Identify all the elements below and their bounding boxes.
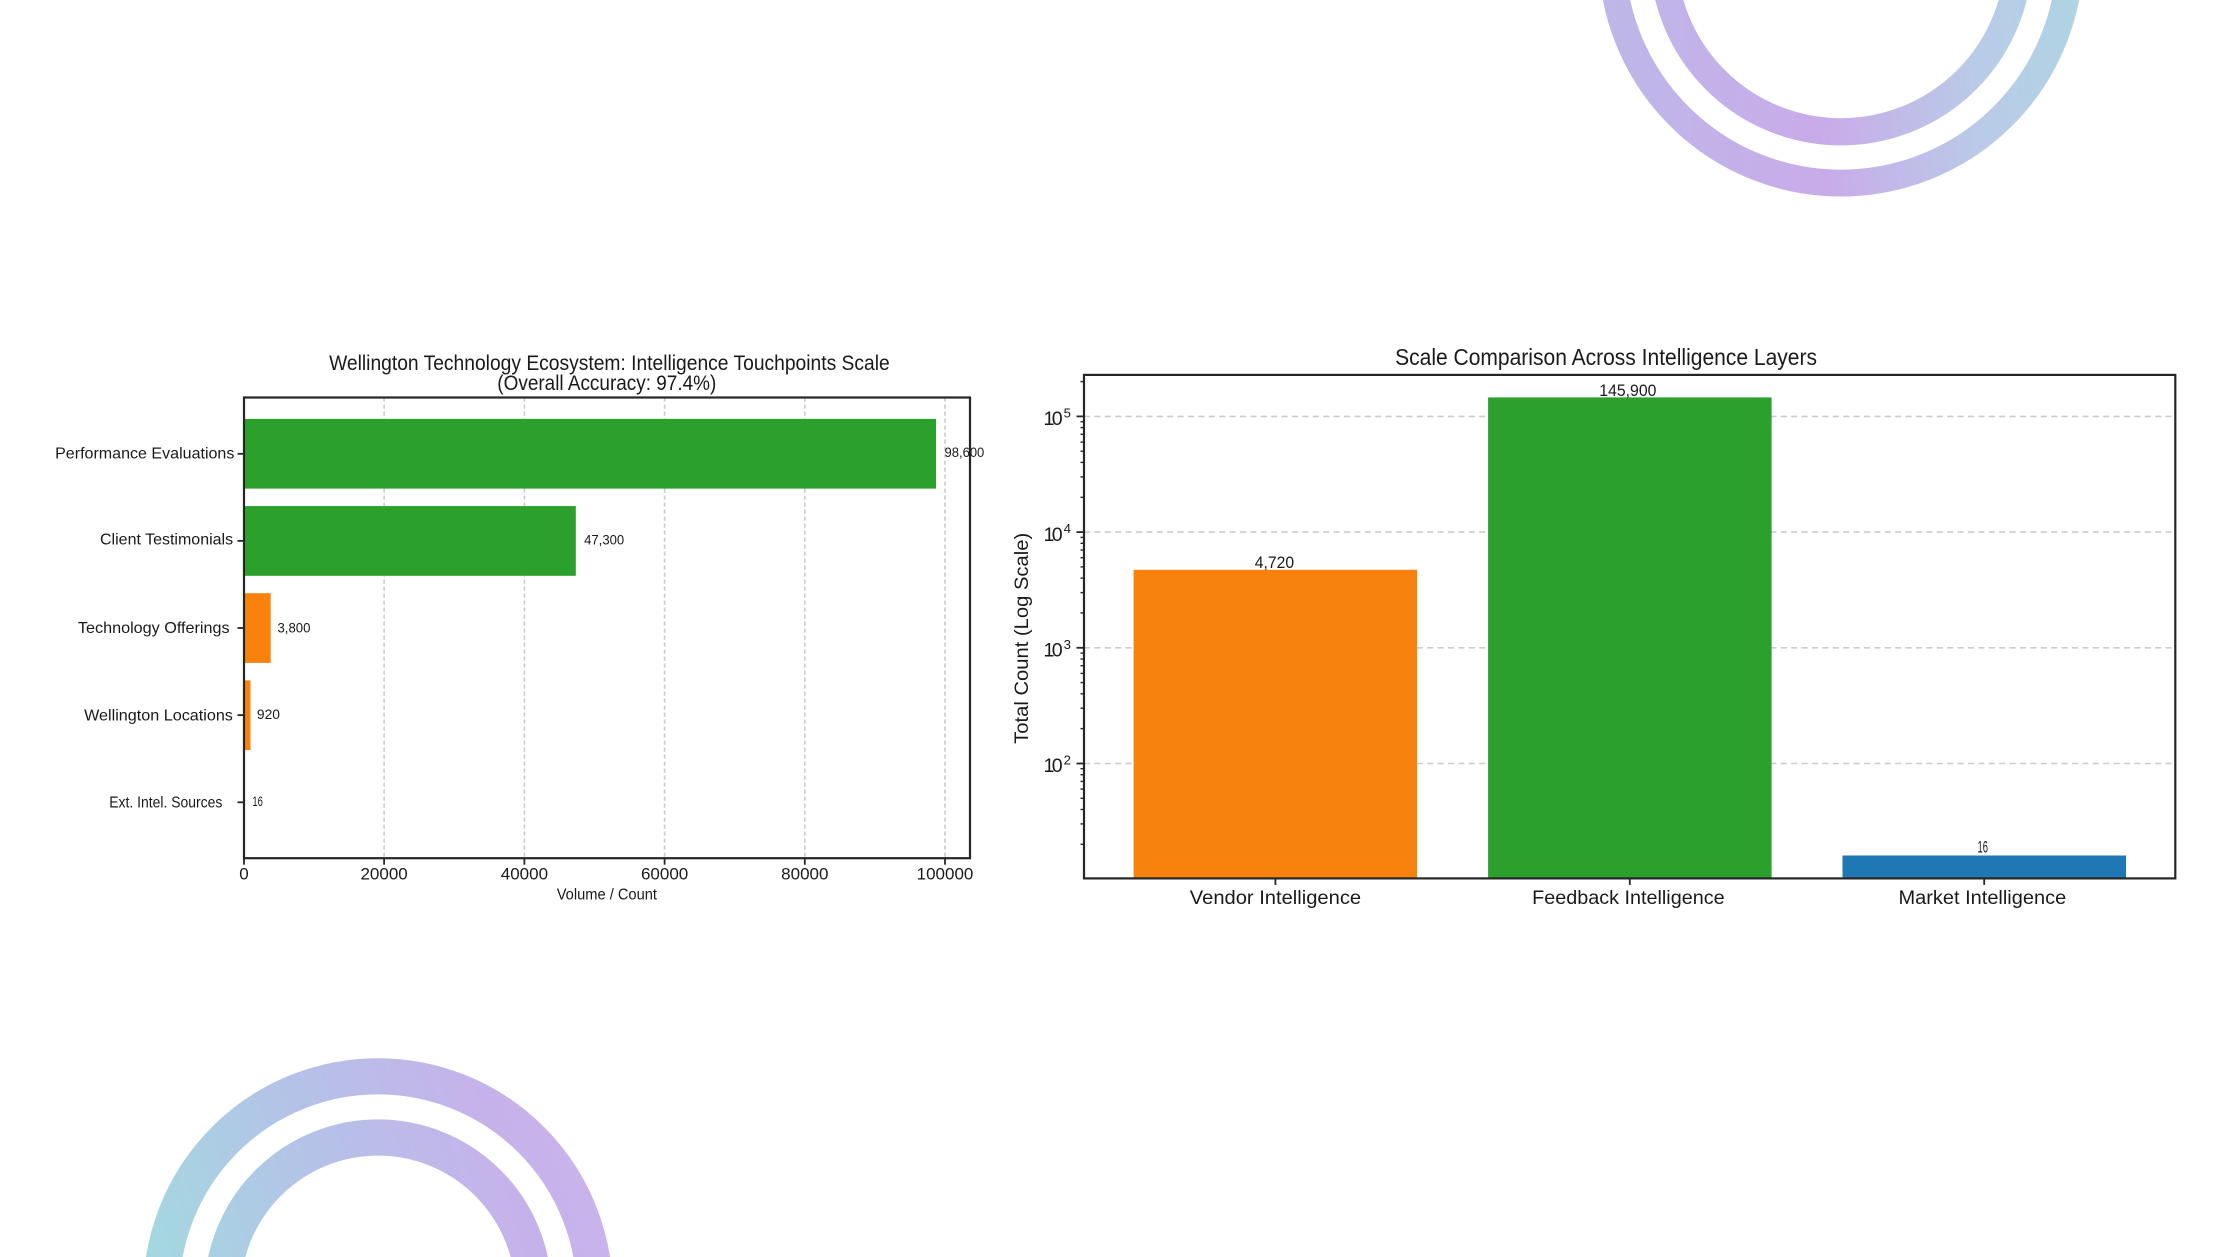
svg-text:3: 3 xyxy=(1064,637,1071,652)
svg-text:Feedback Intelligence: Feedback Intelligence xyxy=(1532,888,1724,909)
svg-text:16: 16 xyxy=(252,794,263,809)
svg-text:Technology Offerings: Technology Offerings xyxy=(78,620,230,637)
svg-text:3,800: 3,800 xyxy=(278,620,311,635)
svg-text:Ext. Intel. Sources: Ext. Intel. Sources xyxy=(109,795,222,812)
svg-text:(Overall Accuracy: 97.4%): (Overall Accuracy: 97.4%) xyxy=(497,371,716,395)
svg-text:60000: 60000 xyxy=(641,864,688,883)
svg-text:10: 10 xyxy=(1044,524,1063,546)
svg-text:Wellington Locations: Wellington Locations xyxy=(84,707,233,724)
svg-text:2: 2 xyxy=(1064,753,1071,768)
svg-text:Total Count (Log Scale): Total Count (Log Scale) xyxy=(1012,533,1033,744)
svg-text:0: 0 xyxy=(239,864,248,883)
svg-text:10: 10 xyxy=(1044,640,1063,662)
svg-text:Client Testimonials: Client Testimonials xyxy=(100,531,233,548)
svg-text:10: 10 xyxy=(1044,755,1063,777)
svg-text:40000: 40000 xyxy=(501,864,548,883)
svg-text:16: 16 xyxy=(1978,838,1989,857)
svg-text:Volume / Count: Volume / Count xyxy=(557,887,658,904)
svg-text:Vendor Intelligence: Vendor Intelligence xyxy=(1190,888,1361,909)
svg-text:4: 4 xyxy=(1064,521,1071,536)
svg-text:Market Intelligence: Market Intelligence xyxy=(1899,888,2067,909)
svg-text:80000: 80000 xyxy=(781,864,828,883)
svg-text:920: 920 xyxy=(257,707,280,722)
svg-text:Wellington Technology Ecosyste: Wellington Technology Ecosystem: Intelli… xyxy=(329,351,890,375)
svg-text:5: 5 xyxy=(1064,406,1071,421)
svg-text:20000: 20000 xyxy=(360,864,407,883)
svg-text:4,720: 4,720 xyxy=(1255,553,1294,572)
svg-text:Scale Comparison Across Intell: Scale Comparison Across Intelligence Lay… xyxy=(1395,344,1817,370)
svg-text:100000: 100000 xyxy=(917,864,974,883)
svg-text:145,900: 145,900 xyxy=(1599,381,1656,400)
svg-text:98,600: 98,600 xyxy=(945,445,985,460)
svg-text:10: 10 xyxy=(1044,408,1063,430)
svg-text:47,300: 47,300 xyxy=(584,532,624,547)
svg-text:Performance Evaluations: Performance Evaluations xyxy=(55,446,234,463)
